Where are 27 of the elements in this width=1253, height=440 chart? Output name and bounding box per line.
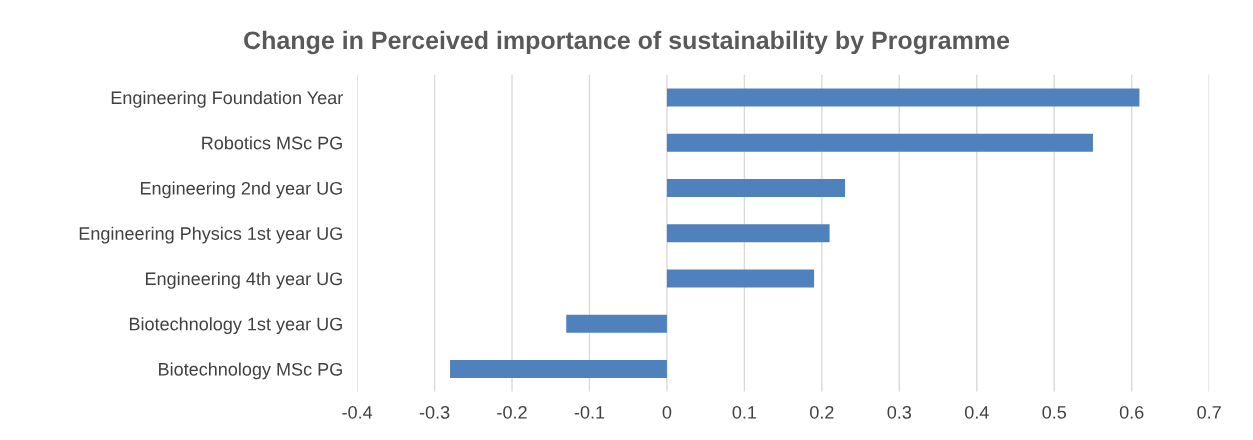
x-tick-label: 0.6 (1119, 405, 1144, 419)
x-tick-label: 0.7 (1197, 405, 1221, 419)
bar (566, 314, 667, 333)
x-tick-label: 0.4 (964, 405, 989, 419)
bar (666, 178, 846, 197)
x-tick-label: 0.2 (810, 405, 834, 419)
x-tick-label: -0.4 (342, 405, 373, 419)
x-tick-label: 0.3 (887, 405, 912, 419)
x-tick-label: -0.3 (419, 405, 450, 419)
y-tick-label: Engineering Physics 1st year UG (79, 226, 342, 244)
y-tick-label: Robotics MSc PG (202, 136, 342, 150)
x-tick-label: 0 (662, 405, 672, 419)
bar (666, 224, 830, 243)
y-tick-label: Engineering 2nd year UG (140, 181, 342, 199)
x-tick-label: 0.1 (732, 405, 757, 419)
y-tick-label: Biotechnology MSc PG (159, 362, 342, 380)
chart-title: Change in Perceived importance of sustainability by Programme (244, 30, 1010, 55)
y-tick-label: Engineering Foundation Year (111, 90, 343, 108)
bar (450, 359, 667, 379)
x-tick-label: -0.2 (497, 405, 527, 419)
x-tick-label: 0.5 (1042, 405, 1067, 419)
y-tick-label: Engineering 4th year UG (145, 271, 342, 289)
bar (666, 133, 1093, 152)
bar (666, 88, 1140, 107)
y-tick-label: Biotechnology 1st year UG (129, 317, 342, 334)
x-tick-label: -0.1 (574, 405, 605, 419)
bar (666, 269, 815, 288)
